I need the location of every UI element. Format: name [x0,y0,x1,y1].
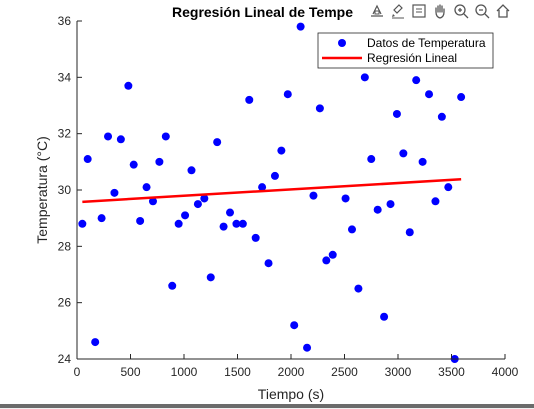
data-point [206,273,215,282]
data-point [200,194,209,203]
chart-title: Regresión Lineal de Tempe [172,4,353,20]
y-tick-label: 32 [58,127,72,141]
data-point [270,171,279,180]
data-point [405,228,414,237]
data-point [354,284,363,293]
data-point [142,183,151,192]
data-point [168,281,177,290]
data-point [91,338,100,347]
data-point [437,112,446,121]
data-point [328,250,337,259]
data-point [104,132,113,141]
data-point [129,160,138,169]
legend-box [317,32,494,69]
data-point [110,188,119,197]
x-tick-label: 500 [120,365,140,379]
data-point [232,219,241,228]
data-point [347,225,356,234]
data-point [193,200,202,209]
x-tick-label: 1500 [224,365,251,379]
x-tick-label: 3500 [438,365,465,379]
data-point [457,93,466,102]
data-point [283,90,292,99]
window-bottom-edge [0,404,534,408]
data-point [367,155,376,164]
data-point [399,149,408,158]
x-tick-label: 2500 [331,365,358,379]
data-point [380,312,389,321]
y-tick-label: 24 [58,352,72,366]
data-point [425,90,434,99]
x-tick-label: 2000 [278,365,305,379]
brush-icon[interactable] [389,2,407,20]
home-icon[interactable] [494,2,512,20]
x-axis-label: Tiempo (s) [258,386,324,402]
data-point [219,222,228,231]
data-point [238,219,247,228]
data-point [277,146,286,155]
y-tick-label: 30 [58,183,72,197]
legend-marker-scatter [338,39,346,47]
y-axis-label: Temperatura (°C) [34,136,50,244]
data-point [78,219,87,228]
pan-icon[interactable] [431,2,449,20]
data-point [155,157,164,166]
data-point [392,109,401,118]
data-point [187,166,196,175]
axes-toolbar [366,0,514,22]
zoom-in-icon[interactable] [452,2,470,20]
data-point [226,208,235,217]
x-tick-label: 0 [74,365,81,379]
data-point [136,216,145,225]
data-point [296,22,305,31]
data-point [315,104,324,113]
data-point [322,256,331,265]
data-point [251,233,260,242]
y-tick-label: 26 [58,296,72,310]
x-tick-label: 3000 [385,365,412,379]
data-point [412,76,421,85]
data-point [373,205,382,214]
data-point [161,132,170,141]
data-point [97,214,106,223]
data-point [444,183,453,192]
data-point [309,191,318,200]
data-point [341,194,350,203]
data-point [148,197,157,206]
data-point [116,135,125,144]
data-point [124,81,133,90]
legend-label-line: Regresión Lineal [367,51,457,65]
legend: Datos de Temperatura Regresión Lineal [317,32,494,69]
x-tick-label: 4000 [492,365,519,379]
y-tick-label: 28 [58,239,72,253]
export-icon[interactable] [368,2,386,20]
data-point [264,259,273,268]
legend-label-scatter: Datos de Temperatura [367,36,486,50]
data-point [386,200,395,209]
data-point [431,197,440,206]
data-point [83,155,92,164]
data-point [290,321,299,330]
data-point [181,211,190,220]
data-point [213,138,222,147]
data-point [303,343,312,352]
data-point [174,219,183,228]
regression-line [82,178,462,204]
data-point [418,157,427,166]
data-point [360,73,369,82]
data-point [245,95,254,104]
zoom-out-icon[interactable] [473,2,491,20]
x-tick-label: 1000 [171,365,198,379]
data-point [258,183,267,192]
datatip-icon[interactable] [410,2,428,20]
y-tick-label: 36 [58,14,72,28]
y-tick-label: 34 [58,70,72,84]
